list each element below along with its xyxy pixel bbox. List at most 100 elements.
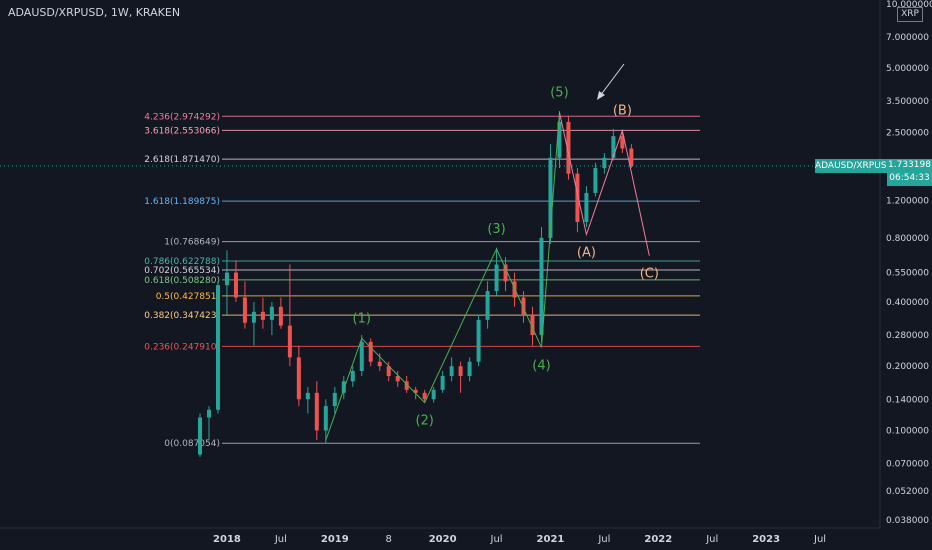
- fib-label: 0.382(0.347423): [144, 311, 220, 321]
- candle-body: [233, 272, 238, 298]
- candle-body: [296, 357, 301, 400]
- time-tick: Jul: [490, 534, 503, 545]
- candle-body: [539, 237, 544, 336]
- time-tick: 2020: [429, 534, 457, 545]
- candle-body: [467, 361, 472, 376]
- last-price-label: 1.733198 06:54:33: [887, 159, 932, 186]
- price-tick: 0.550000: [886, 269, 929, 279]
- candle-body: [593, 168, 598, 193]
- candle-body: [350, 370, 355, 382]
- candle-body: [422, 392, 427, 400]
- candle-body: [584, 192, 589, 222]
- axis-currency-label[interactable]: XRP: [897, 7, 923, 22]
- candle-body: [557, 121, 562, 158]
- time-tick: 2021: [537, 534, 565, 545]
- last-price-value: 1.733198: [888, 160, 931, 170]
- wave-label: (5): [550, 85, 568, 100]
- price-tick: 5.000000: [886, 64, 929, 74]
- price-tick: 0.280000: [886, 331, 929, 341]
- fib-label: 0.702(0.565534): [144, 266, 220, 276]
- price-tick: 0.400000: [886, 298, 929, 308]
- candle-body: [332, 392, 337, 407]
- price-tick: 0.052000: [886, 487, 929, 497]
- candle-body: [602, 157, 607, 169]
- wave-label: (A): [577, 245, 596, 260]
- candle-body: [530, 314, 535, 336]
- candle-body: [198, 417, 202, 455]
- candle-body: [206, 409, 211, 418]
- candle-body: [458, 366, 463, 376]
- symbol-badge: ADAUSD/XRPUSD: [815, 159, 894, 173]
- candle-body: [287, 325, 292, 358]
- candle-body: [368, 341, 373, 362]
- fib-levels: 4.236(2.974292) 3.618(2.553066) 2.618(1.87…: [144, 112, 700, 449]
- wave-label: (3): [487, 222, 505, 237]
- wave-label: (4): [532, 358, 550, 373]
- fib-label: 1(0.768649): [164, 238, 220, 248]
- time-tick: Jul: [813, 534, 826, 545]
- candle-body: [278, 306, 283, 326]
- annotation-arrow-head: [597, 91, 605, 100]
- wave-label: (2): [415, 414, 433, 429]
- fib-label: 0.236(0.247910): [144, 342, 220, 352]
- candle-body: [503, 264, 508, 282]
- price-tick: 10.000000: [886, 0, 932, 10]
- candles: [198, 110, 634, 458]
- time-tick: 2019: [321, 534, 349, 545]
- candle-body: [242, 297, 247, 323]
- candle-body: [314, 392, 319, 431]
- candle-body: [521, 297, 526, 315]
- candle-body: [305, 392, 310, 400]
- candle-body: [476, 319, 481, 362]
- time-tick: 2018: [213, 534, 241, 545]
- fib-label: 4.236(2.974292): [144, 112, 220, 122]
- candle-body: [215, 285, 220, 410]
- impulse-wave-line: [325, 112, 560, 441]
- candle-body: [224, 272, 229, 286]
- candle-body: [440, 375, 445, 390]
- time-tick: Jul: [597, 534, 610, 545]
- price-tick: 7.000000: [886, 33, 929, 43]
- candle-body: [413, 389, 418, 393]
- price-tick: 0.800000: [886, 234, 929, 244]
- fib-label: 3.618(2.553066): [144, 126, 220, 136]
- price-tick: 0.140000: [886, 395, 929, 405]
- price-tick: 1.200000: [886, 196, 929, 206]
- bar-countdown: 06:54:33: [889, 173, 930, 183]
- candle-body: [575, 173, 580, 222]
- elliott-waves: (1) (2) (3) (4) (5) (A) (B) (C): [0, 85, 880, 441]
- candle-body: [431, 389, 436, 400]
- time-tick: 2023: [752, 534, 780, 545]
- time-tick: Jul: [705, 534, 718, 545]
- candle-body: [494, 264, 499, 292]
- candle-body: [611, 136, 616, 158]
- fib-label: 1.618(1.189875): [144, 197, 220, 207]
- price-tick: 2.500000: [886, 128, 929, 138]
- candle-body: [395, 375, 400, 382]
- candle-body: [359, 341, 364, 371]
- fib-label: 2.618(1.871470): [144, 155, 220, 165]
- price-tick: 0.200000: [886, 362, 929, 372]
- fib-label: 0.618(0.508280): [144, 276, 220, 286]
- candle-body: [566, 121, 571, 174]
- candle-body: [260, 311, 265, 320]
- symbol-title: ADAUSD/XRPUSD, 1W, KRAKEN: [8, 6, 181, 19]
- candle-body: [386, 366, 391, 376]
- time-tick: Jul: [274, 534, 287, 545]
- candle-body: [548, 157, 553, 238]
- candle-body: [377, 361, 382, 367]
- candle-body: [620, 136, 625, 149]
- candle-body: [404, 381, 409, 390]
- wave-label: (C): [640, 267, 659, 282]
- candle-body: [629, 148, 634, 167]
- time-tick: 2022: [644, 534, 672, 545]
- price-tick: 0.100000: [886, 426, 929, 436]
- wave-label: (B): [613, 104, 632, 119]
- candle-body: [251, 311, 256, 323]
- candle-body: [449, 366, 454, 376]
- fib-label: 0.5(0.427851): [156, 292, 220, 302]
- candle-body: [485, 291, 490, 320]
